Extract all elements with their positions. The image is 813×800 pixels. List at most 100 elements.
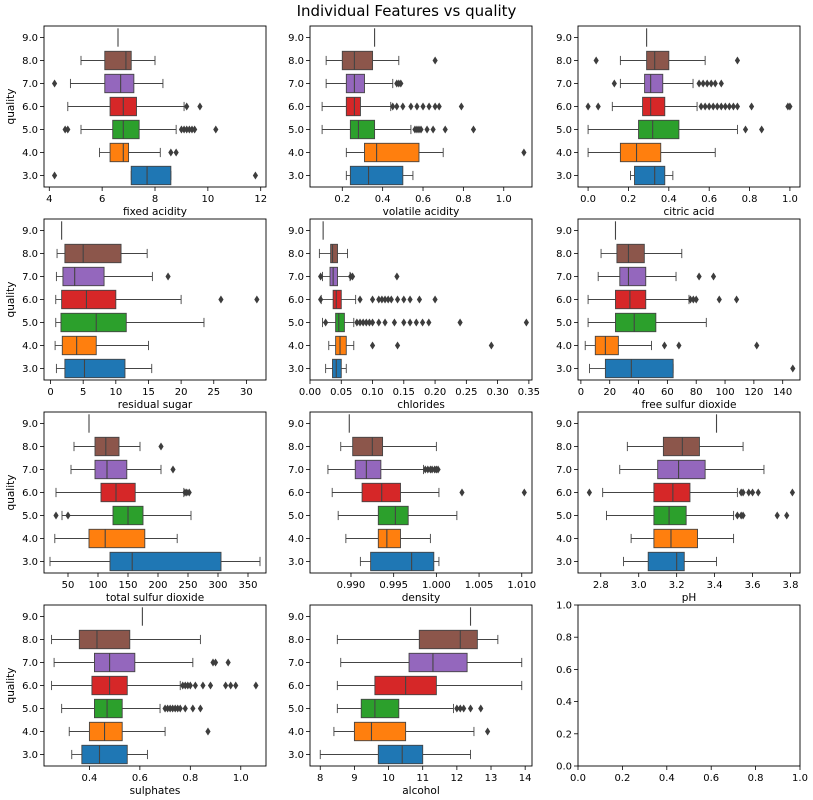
outlier-point: [414, 102, 420, 111]
x-tick-label: 1.0: [496, 194, 512, 205]
outlier-point: [178, 125, 185, 134]
y-tick-label: 7.0: [288, 658, 304, 669]
outlier-point: [65, 511, 71, 520]
y-tick-label: 7.0: [556, 272, 572, 283]
y-tick-label: 3.0: [22, 171, 38, 182]
y-tick-label: 5.0: [288, 511, 304, 522]
outlier-point: [726, 102, 732, 111]
y-axis-label: quality: [5, 282, 17, 318]
outlier-point: [461, 704, 467, 713]
y-tick-label: 3.0: [22, 557, 38, 568]
y-tick-label: 1.0: [556, 601, 572, 612]
box-quality-5.0: [337, 505, 458, 526]
axes-frame: [577, 411, 801, 574]
y-tick-label: 7.0: [288, 272, 304, 283]
box-body: [604, 358, 674, 379]
box-body: [94, 698, 123, 719]
outlier-point: [774, 511, 780, 520]
outlier-point: [716, 295, 722, 304]
y-tick-label: 8.0: [288, 249, 304, 260]
outlier-point: [394, 272, 400, 281]
outlier-point: [733, 295, 740, 304]
box-body: [349, 119, 376, 140]
outlier-point: [212, 658, 219, 667]
outlier-point: [488, 341, 494, 350]
outlier-point: [696, 79, 702, 88]
y-tick-label: 7.0: [22, 272, 38, 283]
outlier-point: [696, 272, 702, 281]
x-tick-label: 0.0: [580, 194, 596, 205]
box-quality-6.0: [585, 96, 793, 117]
x-tick-label: 0.00: [299, 387, 321, 398]
outlier-point: [595, 102, 601, 111]
y-tick-label: 4.0: [556, 148, 572, 159]
x-axis-label: citric acid: [664, 206, 715, 218]
outlier-point: [661, 341, 668, 350]
box-body: [94, 459, 128, 480]
x-tick-label: 6: [99, 194, 105, 205]
outlier-point: [436, 102, 442, 111]
x-tick-label: 20: [603, 387, 616, 398]
x-tick-label: 15: [142, 387, 155, 398]
outlier-point: [400, 102, 406, 111]
x-tick-label: 0.4: [375, 194, 391, 205]
outlier-point: [784, 511, 790, 520]
box-body: [64, 358, 126, 379]
outlier-point: [457, 318, 463, 327]
box-quality-8.0: [325, 50, 438, 71]
x-tick-label: 0.8: [182, 773, 198, 784]
outlier-point: [523, 318, 529, 327]
outlier-point: [369, 318, 376, 327]
box-quality-6.0: [67, 96, 203, 117]
x-tick-label: 13: [485, 773, 498, 784]
box-quality-5.0: [53, 505, 192, 526]
box-body: [78, 629, 131, 650]
box-body: [349, 165, 404, 186]
y-tick-label: 3.0: [556, 171, 572, 182]
y-tick-label: 5.0: [22, 704, 38, 715]
outlier-point: [789, 488, 796, 497]
outlier-point: [225, 658, 231, 667]
box-quality-3.0: [359, 551, 440, 572]
box-body: [109, 142, 130, 163]
box-quality-6.0: [55, 289, 260, 310]
y-tick-label: 5.0: [22, 125, 38, 136]
y-tick-label: 5.0: [556, 511, 572, 522]
x-tick-label: 0.0: [570, 773, 586, 784]
outlier-point: [173, 148, 179, 157]
outlier-point: [168, 148, 174, 157]
box-quality-3.0: [325, 358, 347, 379]
y-tick-label: 8.0: [556, 249, 572, 260]
outlier-point: [318, 295, 324, 304]
x-tick-label: 14: [519, 773, 532, 784]
y-tick-label: 8.0: [288, 56, 304, 67]
box-body: [94, 652, 136, 673]
outlier-point: [62, 125, 68, 134]
box-body: [335, 312, 345, 333]
x-tick-label: 300: [208, 580, 227, 591]
box-quality-5.0: [336, 698, 484, 719]
outlier-point: [420, 102, 426, 111]
outlier-point: [181, 125, 187, 134]
y-tick-label: 9.0: [22, 226, 38, 237]
x-tick-label: 1.0: [233, 773, 249, 784]
outlier-point: [706, 102, 712, 111]
box-body: [109, 551, 222, 572]
box-quality-3.0: [71, 744, 148, 765]
box-quality-3.0: [345, 165, 414, 186]
outlier-point: [186, 488, 192, 497]
box-quality-4.0: [587, 142, 716, 163]
box-body: [653, 528, 698, 549]
y-axis-label: quality: [5, 668, 17, 704]
box-quality-4.0: [630, 528, 735, 549]
outlier-point: [442, 125, 448, 134]
outlier-point: [218, 295, 224, 304]
box-quality-8.0: [593, 50, 741, 71]
outlier-point: [710, 102, 716, 111]
box-quality-6.0: [51, 675, 259, 696]
outlier-point: [413, 318, 419, 327]
x-tick-label: 0.6: [703, 773, 719, 784]
box-body: [642, 96, 666, 117]
axes-frame: [43, 604, 267, 767]
outlier-point: [593, 56, 599, 65]
